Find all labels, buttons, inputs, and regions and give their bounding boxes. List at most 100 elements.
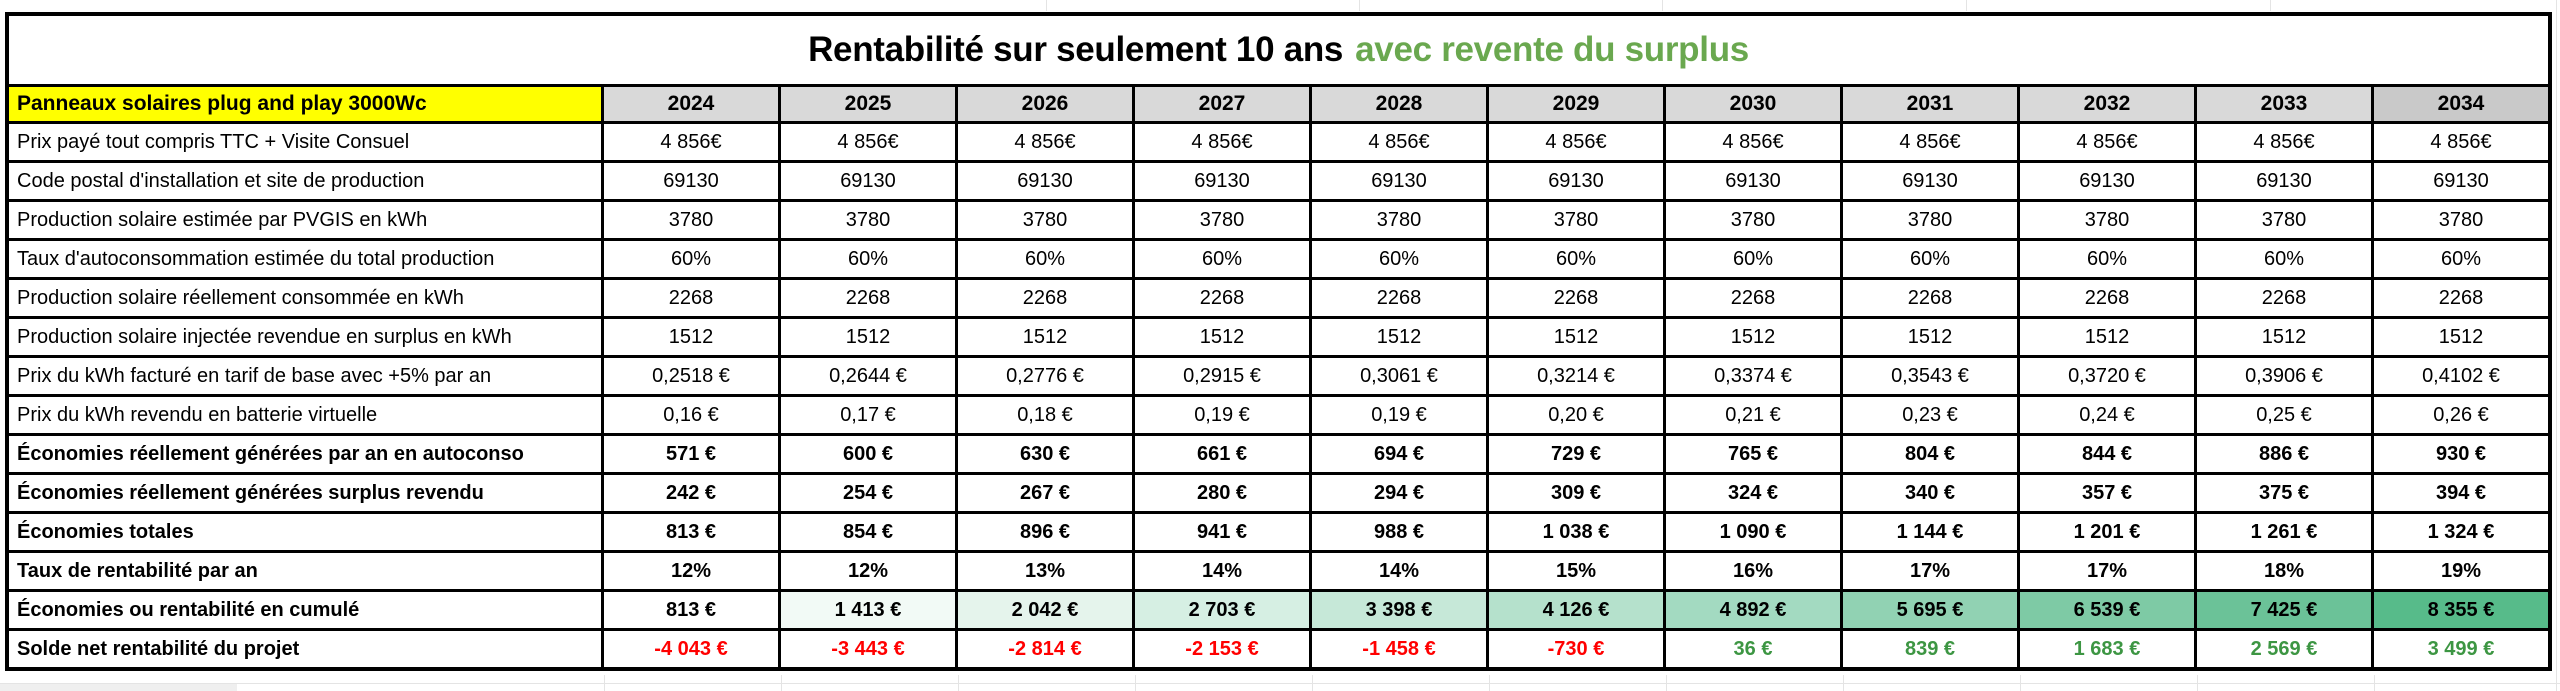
cell[interactable]: 2 042 €	[958, 592, 1132, 628]
cell[interactable]: 14%	[1312, 553, 1486, 589]
cell[interactable]: 844 €	[2020, 436, 2194, 472]
cell[interactable]: 2268	[604, 280, 778, 316]
cell[interactable]: 1 201 €	[2020, 514, 2194, 550]
cell[interactable]: 1 683 €	[2020, 631, 2194, 667]
header-year-cell[interactable]: 2027	[1135, 87, 1309, 121]
cell[interactable]: 813 €	[604, 592, 778, 628]
header-year-cell[interactable]: 2025	[781, 87, 955, 121]
cell[interactable]: 2 569 €	[2197, 631, 2371, 667]
cell[interactable]: 60%	[2020, 241, 2194, 277]
cell[interactable]: 8 355 €	[2374, 592, 2548, 628]
cell[interactable]: 3780	[958, 202, 1132, 238]
cell[interactable]: 60%	[781, 241, 955, 277]
cell[interactable]: 4 892 €	[1666, 592, 1840, 628]
cell[interactable]: 2268	[1135, 280, 1309, 316]
cell[interactable]: 324 €	[1666, 475, 1840, 511]
cell[interactable]: 0,2915 €	[1135, 358, 1309, 394]
row-label[interactable]: Économies réellement générées surplus re…	[9, 475, 601, 511]
cell[interactable]: 1 261 €	[2197, 514, 2371, 550]
cell[interactable]: 1 090 €	[1666, 514, 1840, 550]
cell[interactable]: 12%	[604, 553, 778, 589]
cell[interactable]: 571 €	[604, 436, 778, 472]
cell[interactable]: 1 324 €	[2374, 514, 2548, 550]
row-label[interactable]: Prix du kWh facturé en tarif de base ave…	[9, 358, 601, 394]
cell[interactable]: 1 038 €	[1489, 514, 1663, 550]
cell[interactable]: 3780	[604, 202, 778, 238]
cell[interactable]: 2268	[2020, 280, 2194, 316]
cell[interactable]: 6 539 €	[2020, 592, 2194, 628]
cell[interactable]: 804 €	[1843, 436, 2017, 472]
cell[interactable]: 2 703 €	[1135, 592, 1309, 628]
cell[interactable]: 60%	[604, 241, 778, 277]
cell[interactable]: 19%	[2374, 553, 2548, 589]
cell[interactable]: 4 856€	[1135, 124, 1309, 160]
cell[interactable]: 896 €	[958, 514, 1132, 550]
cell[interactable]: 3780	[781, 202, 955, 238]
cell[interactable]: 0,18 €	[958, 397, 1132, 433]
cell[interactable]: 60%	[1489, 241, 1663, 277]
cell[interactable]: 69130	[781, 163, 955, 199]
row-label[interactable]: Prix payé tout compris TTC + Visite Cons…	[9, 124, 601, 160]
cell[interactable]: 854 €	[781, 514, 955, 550]
cell[interactable]: 3780	[1489, 202, 1663, 238]
cell[interactable]: 0,3906 €	[2197, 358, 2371, 394]
cell[interactable]: 5 695 €	[1843, 592, 2017, 628]
cell[interactable]: 0,23 €	[1843, 397, 2017, 433]
header-year-cell[interactable]: 2030	[1666, 87, 1840, 121]
row-label[interactable]: Taux de rentabilité par an	[9, 553, 601, 589]
cell[interactable]: -730 €	[1489, 631, 1663, 667]
header-year-cell[interactable]: 2033	[2197, 87, 2371, 121]
header-product-label[interactable]: Panneaux solaires plug and play 3000Wc	[9, 87, 601, 121]
cell[interactable]: 2268	[1666, 280, 1840, 316]
cell[interactable]: 3 398 €	[1312, 592, 1486, 628]
cell[interactable]: 375 €	[2197, 475, 2371, 511]
cell[interactable]: 1512	[958, 319, 1132, 355]
cell[interactable]: 3780	[1135, 202, 1309, 238]
cell[interactable]: -3 443 €	[781, 631, 955, 667]
cell[interactable]: 60%	[1135, 241, 1309, 277]
cell[interactable]: 60%	[2197, 241, 2371, 277]
cell[interactable]: 630 €	[958, 436, 1132, 472]
cell[interactable]: 1512	[2374, 319, 2548, 355]
cell[interactable]: 69130	[1312, 163, 1486, 199]
row-label[interactable]: Production solaire injectée revendue en …	[9, 319, 601, 355]
cell[interactable]: 1 144 €	[1843, 514, 2017, 550]
cell[interactable]: 1512	[604, 319, 778, 355]
cell[interactable]: 0,3543 €	[1843, 358, 2017, 394]
cell[interactable]: 3780	[2374, 202, 2548, 238]
cell[interactable]: 309 €	[1489, 475, 1663, 511]
cell[interactable]: 1512	[2020, 319, 2194, 355]
header-year-cell[interactable]: 2028	[1312, 87, 1486, 121]
cell[interactable]: 4 126 €	[1489, 592, 1663, 628]
cell[interactable]: -2 153 €	[1135, 631, 1309, 667]
cell[interactable]: 4 856€	[781, 124, 955, 160]
cell[interactable]: -4 043 €	[604, 631, 778, 667]
header-year-cell[interactable]: 2031	[1843, 87, 2017, 121]
cell[interactable]: 60%	[2374, 241, 2548, 277]
header-year-cell[interactable]: 2026	[958, 87, 1132, 121]
cell[interactable]: 12%	[781, 553, 955, 589]
cell[interactable]: 280 €	[1135, 475, 1309, 511]
cell[interactable]: 0,19 €	[1135, 397, 1309, 433]
cell[interactable]: 3780	[1666, 202, 1840, 238]
cell[interactable]: 69130	[1135, 163, 1309, 199]
cell[interactable]: 60%	[958, 241, 1132, 277]
cell[interactable]: 4 856€	[2374, 124, 2548, 160]
cell[interactable]: 765 €	[1666, 436, 1840, 472]
cell[interactable]: 0,16 €	[604, 397, 778, 433]
cell[interactable]: 2268	[1312, 280, 1486, 316]
cell[interactable]: 930 €	[2374, 436, 2548, 472]
cell[interactable]: 0,3374 €	[1666, 358, 1840, 394]
cell[interactable]: 3780	[2197, 202, 2371, 238]
cell[interactable]: -1 458 €	[1312, 631, 1486, 667]
cell[interactable]: 4 856€	[958, 124, 1132, 160]
row-label[interactable]: Taux d'autoconsommation estimée du total…	[9, 241, 601, 277]
cell[interactable]: 15%	[1489, 553, 1663, 589]
cell[interactable]: 0,2644 €	[781, 358, 955, 394]
cell[interactable]: 0,17 €	[781, 397, 955, 433]
cell[interactable]: 0,20 €	[1489, 397, 1663, 433]
cell[interactable]: 69130	[2374, 163, 2548, 199]
cell[interactable]: 17%	[2020, 553, 2194, 589]
cell[interactable]: 69130	[2020, 163, 2194, 199]
cell[interactable]: 0,3720 €	[2020, 358, 2194, 394]
